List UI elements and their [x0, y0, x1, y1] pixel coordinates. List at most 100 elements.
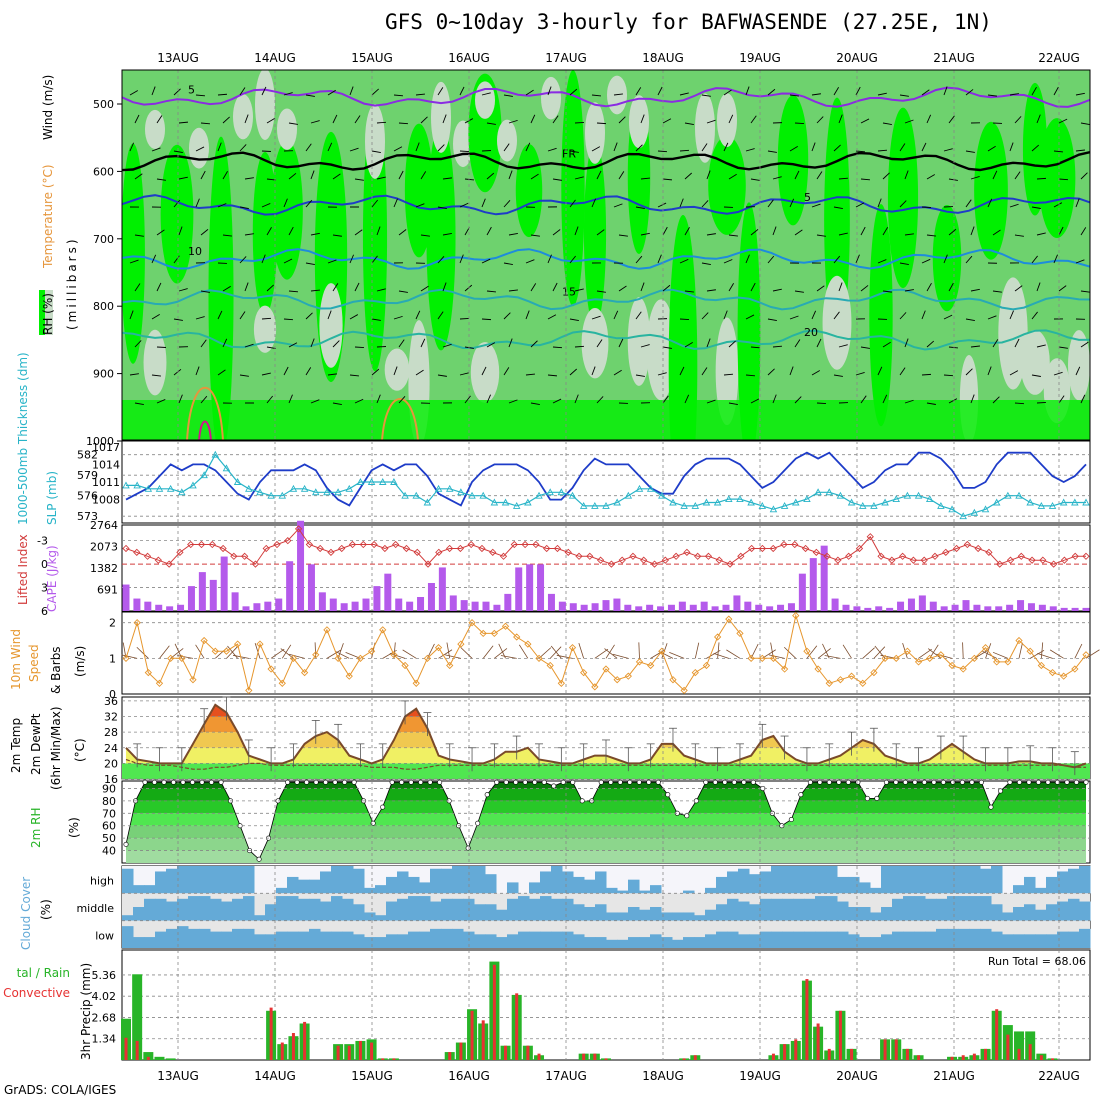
wind-speed-marker: [289, 654, 298, 662]
cloud-cell: [177, 898, 189, 921]
lifted-index-marker: [629, 552, 637, 560]
rh-marker: [475, 820, 481, 826]
rh-marker: [722, 779, 728, 785]
wind-barb: [965, 89, 974, 96]
wind-barb: [305, 94, 315, 97]
tick-label: 20: [104, 757, 118, 770]
cloud-cell: [628, 907, 640, 921]
cloud-cell: [881, 934, 893, 948]
thickness-marker: [624, 491, 633, 499]
wind-barb: [921, 373, 932, 376]
wind-speed-marker: [647, 661, 655, 670]
rh-dry-cell: [431, 81, 451, 153]
cape-bar: [155, 604, 163, 611]
rh-band-fill: [127, 825, 1086, 839]
wind-barb: [327, 142, 333, 152]
rh-marker: [399, 779, 405, 785]
rh-marker: [199, 779, 205, 785]
wind-barb: [195, 198, 200, 208]
cloud-cell: [848, 907, 860, 921]
rh-marker: [598, 779, 604, 785]
thickness-line: [126, 453, 1086, 517]
wind-barb: [684, 122, 694, 125]
wind-speed-marker: [434, 644, 443, 652]
slp-tick-labels: 582 579 576 573 1017 1014 1011 1008: [77, 441, 120, 523]
wind-barb: [354, 178, 364, 181]
wind-speed-marker: [356, 654, 365, 662]
cloud-cell: [683, 890, 695, 894]
wind-barb: [261, 203, 271, 208]
wind-barb-10m: [873, 646, 886, 659]
cape-frame: [121, 524, 1091, 612]
precip-total-bar: [1014, 1031, 1025, 1060]
wind-barb: [701, 367, 708, 376]
wind-barb-10m: [177, 655, 194, 659]
cloud-cell: [287, 931, 299, 948]
wind-barb: [151, 374, 161, 377]
wind-barb: [266, 395, 274, 404]
wind-barb: [508, 119, 518, 124]
wind-barb: [794, 339, 801, 348]
wind-barb: [398, 229, 407, 236]
wind-barb: [767, 255, 775, 264]
cloud-cell: [364, 887, 376, 894]
cape-bar: [122, 584, 130, 611]
cloud-cell: [166, 928, 178, 948]
cloud-cell: [452, 928, 464, 948]
wind-barb: [618, 285, 627, 292]
wind-barb: [486, 226, 492, 236]
cloud-cell: [243, 928, 255, 948]
thickness-marker: [233, 478, 242, 485]
cloud-cell: [969, 866, 981, 894]
cloud-cell: [342, 931, 354, 948]
thickness-marker: [457, 488, 465, 496]
wind-barb: [833, 255, 841, 264]
wind-barb: [398, 122, 409, 125]
wind-barb: [596, 396, 604, 404]
wind-barb: [723, 259, 733, 264]
wind-barb: [662, 346, 672, 349]
wind-barb: [657, 202, 667, 208]
tick-label: 16: [104, 773, 118, 786]
wind-barb: [679, 92, 689, 96]
wind-barb: [129, 310, 134, 320]
wind-barb: [239, 256, 247, 264]
slp-line: [125, 451, 1087, 507]
wind-barb: [926, 174, 935, 180]
wind-speed-marker: [981, 644, 990, 652]
contour-temp-neg: [122, 86, 1090, 108]
wind-barb: [349, 314, 359, 320]
wind-barb: [750, 282, 756, 292]
wind-speed-marker: [155, 679, 164, 687]
wind-barb: [657, 254, 662, 264]
cloud-cell: [1057, 931, 1069, 948]
cloud-cell: [232, 866, 244, 894]
cloud-cell: [639, 937, 651, 948]
precip-convective-bar: [492, 964, 496, 1060]
wind-speed-marker: [122, 654, 130, 662]
wind-barb: [860, 118, 870, 124]
wind-barb: [684, 290, 694, 293]
wind-barb-10m: [334, 650, 350, 659]
cloud-cell: [771, 931, 783, 948]
wind-barb: [1031, 86, 1037, 96]
wind-barb: [921, 89, 930, 96]
wind-barb: [965, 368, 973, 376]
wind-barb: [811, 310, 817, 320]
upper-air-legend: RH (%) Temperature (°C) Wind (m/s) (mill…: [39, 75, 79, 335]
wind-speed-marker: [557, 679, 565, 687]
precip-bars: [121, 961, 1058, 1060]
slp-thickness-panel: 582 579 576 573 1017 1014 1011 1008 1000-500mb …: [16, 352, 1091, 525]
precip-convective-bar: [504, 1045, 508, 1060]
wind-barb: [992, 339, 999, 348]
wind-barb: [239, 206, 249, 210]
tick-label: 1: [109, 652, 116, 665]
cloud-cell: [254, 934, 266, 948]
wind-barb: [261, 86, 267, 96]
wind-barb: [1036, 344, 1046, 348]
wind-speed-marker: [736, 629, 744, 638]
wind-barb: [987, 94, 997, 97]
cape-bar: [624, 604, 632, 611]
cape-bar: [297, 520, 305, 611]
thickness-marker: [323, 488, 331, 496]
